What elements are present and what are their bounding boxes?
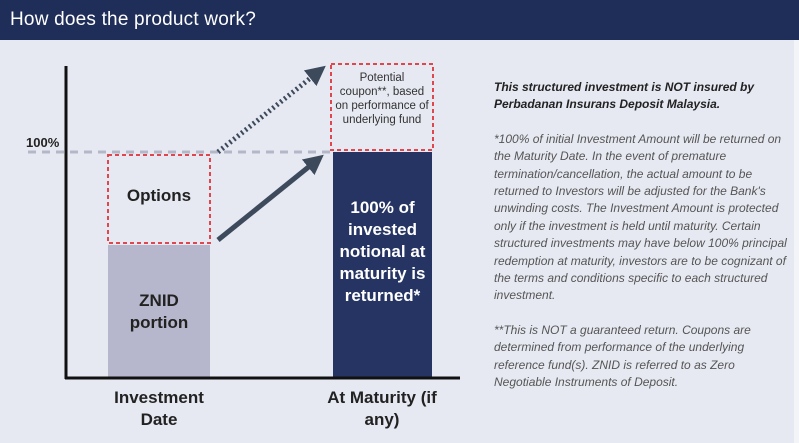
dotted-arrow — [216, 65, 326, 154]
right-edge — [794, 40, 799, 443]
note-coupon: **This is NOT a guaranteed return. Coupo… — [494, 322, 751, 390]
maturity-bar-label: 100% of invested notional at maturity is… — [339, 198, 426, 305]
maturity-bar — [333, 152, 432, 378]
znid-bar — [108, 245, 210, 378]
x-label-at-maturity: At Maturity (if any) — [327, 388, 437, 429]
options-box — [107, 154, 211, 244]
disclaimer-notes: This structured investment is NOT insure… — [494, 79, 794, 409]
coupon-box — [330, 63, 434, 151]
znid-label: ZNID portion — [129, 291, 189, 332]
insurance-disclaimer: This structured investment is NOT insure… — [494, 80, 755, 112]
y-label-100: 100% — [26, 135, 60, 150]
page-header: How does the product work? — [0, 0, 799, 40]
solid-arrow — [216, 154, 324, 242]
note-principal: *100% of initial Investment Amount will … — [494, 131, 787, 303]
header-title: How does the product work? — [10, 9, 256, 30]
x-label-investment-date: Investment Date — [114, 388, 204, 429]
coupon-label: Potential coupon**, based on performance… — [335, 72, 429, 126]
options-label: Options — [126, 186, 192, 205]
